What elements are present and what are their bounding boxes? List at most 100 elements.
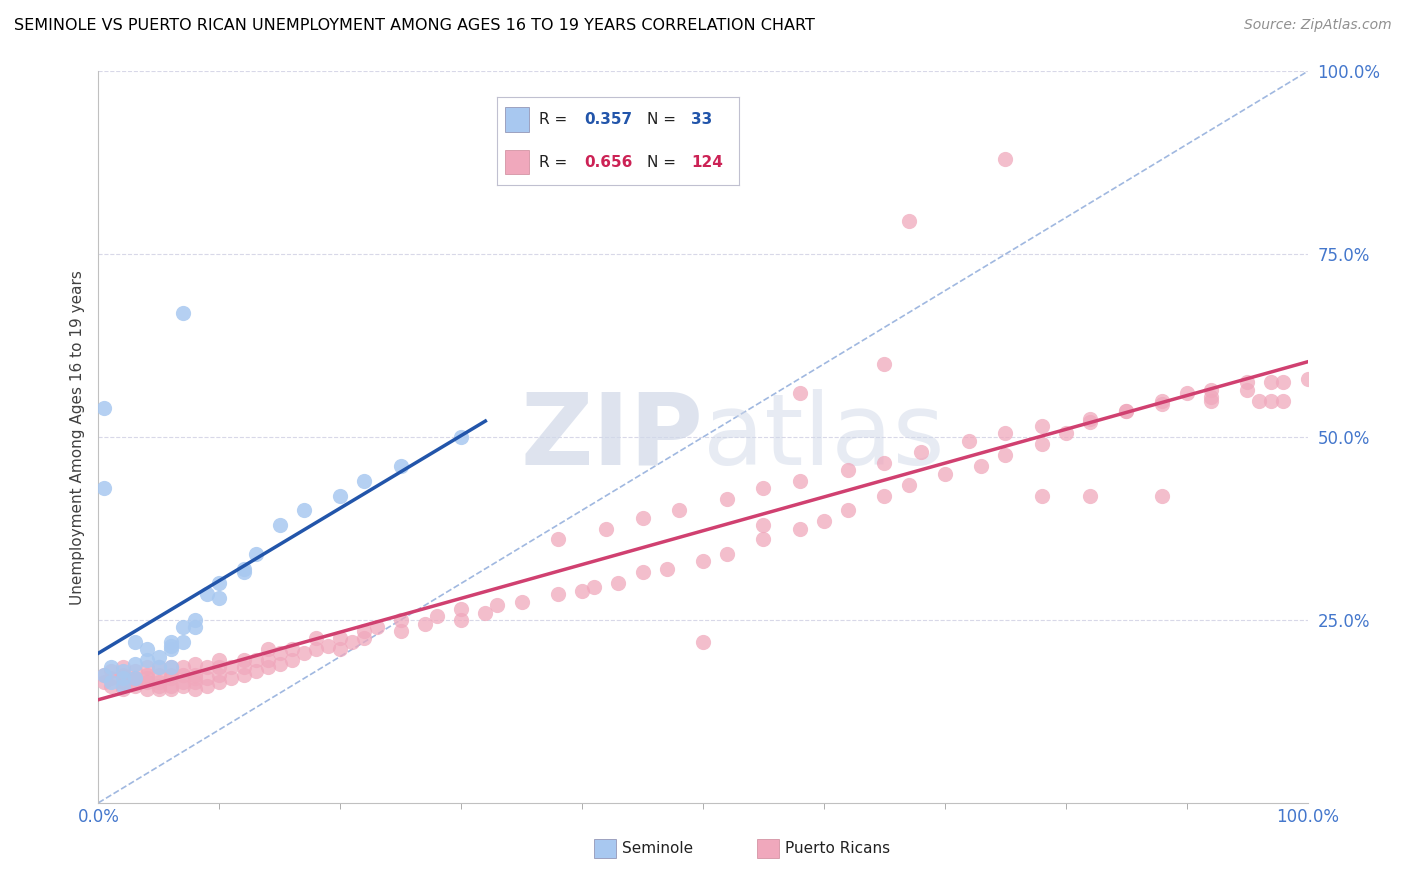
Point: [305, 642, 328, 657]
Point: [256, 660, 278, 674]
Bar: [758, 839, 779, 858]
Point: [100, 664, 122, 678]
Point: [111, 667, 134, 681]
Point: [1236, 376, 1258, 390]
Point: [111, 660, 134, 674]
Point: [655, 562, 678, 576]
Point: [389, 624, 412, 638]
Point: [631, 510, 654, 524]
Point: [789, 386, 811, 401]
Point: [172, 635, 194, 649]
Point: [547, 533, 569, 547]
Point: [111, 679, 134, 693]
Point: [172, 306, 194, 320]
Point: [692, 635, 714, 649]
Point: [353, 624, 375, 638]
Point: [305, 632, 328, 646]
Point: [208, 660, 231, 674]
Point: [1199, 383, 1222, 397]
Point: [148, 679, 170, 693]
Point: [135, 682, 157, 697]
Point: [897, 477, 920, 491]
Point: [1054, 426, 1077, 441]
Point: [994, 152, 1017, 166]
Point: [837, 503, 859, 517]
Point: [184, 682, 207, 697]
Point: [124, 657, 146, 671]
Point: [256, 642, 278, 657]
Point: [184, 657, 207, 671]
Point: [329, 489, 352, 503]
Point: [93, 481, 115, 495]
Point: [172, 667, 194, 681]
Text: Puerto Ricans: Puerto Ricans: [785, 840, 890, 855]
Point: [208, 576, 231, 591]
Point: [124, 664, 146, 678]
Point: [668, 503, 690, 517]
Point: [353, 474, 375, 488]
Point: [160, 679, 183, 693]
Point: [148, 660, 170, 674]
Point: [184, 672, 207, 686]
Point: [245, 664, 267, 678]
Point: [111, 664, 134, 678]
Point: [269, 517, 291, 532]
Bar: [595, 839, 616, 858]
Point: [450, 602, 472, 616]
Point: [232, 562, 254, 576]
Point: [124, 675, 146, 690]
Point: [752, 517, 775, 532]
Point: [93, 667, 115, 681]
Point: [897, 214, 920, 228]
Point: [547, 587, 569, 601]
Point: [232, 667, 254, 681]
Point: [256, 653, 278, 667]
Point: [93, 675, 115, 690]
Point: [873, 489, 896, 503]
Point: [160, 682, 183, 697]
Point: [934, 467, 956, 481]
Point: [607, 576, 630, 591]
Point: [221, 660, 243, 674]
Point: [1260, 376, 1282, 390]
Point: [1078, 416, 1101, 430]
Point: [160, 642, 183, 657]
Point: [195, 679, 218, 693]
Point: [172, 675, 194, 690]
Point: [208, 675, 231, 690]
Point: [1260, 393, 1282, 408]
Point: [1152, 397, 1174, 411]
Point: [232, 660, 254, 674]
Point: [208, 591, 231, 605]
Point: [366, 620, 388, 634]
Point: [1236, 383, 1258, 397]
Text: SEMINOLE VS PUERTO RICAN UNEMPLOYMENT AMONG AGES 16 TO 19 YEARS CORRELATION CHAR: SEMINOLE VS PUERTO RICAN UNEMPLOYMENT AM…: [14, 18, 815, 33]
Point: [413, 616, 436, 631]
Point: [1199, 390, 1222, 404]
Point: [486, 599, 509, 613]
Point: [1152, 489, 1174, 503]
Point: [172, 620, 194, 634]
Point: [957, 434, 980, 448]
Point: [1078, 412, 1101, 426]
Text: Seminole: Seminole: [621, 840, 693, 855]
Point: [342, 635, 364, 649]
Point: [292, 503, 315, 517]
Point: [208, 667, 231, 681]
Point: [970, 459, 993, 474]
Point: [135, 675, 157, 690]
Point: [160, 660, 183, 674]
Point: [160, 639, 183, 653]
Point: [245, 653, 267, 667]
Point: [221, 672, 243, 686]
Point: [316, 639, 339, 653]
Text: atlas: atlas: [703, 389, 945, 485]
Point: [1272, 376, 1295, 390]
Point: [124, 635, 146, 649]
Point: [135, 667, 157, 681]
Y-axis label: Unemployment Among Ages 16 to 19 years: Unemployment Among Ages 16 to 19 years: [69, 269, 84, 605]
Point: [160, 672, 183, 686]
Point: [111, 675, 134, 690]
Point: [172, 660, 194, 674]
Point: [100, 672, 122, 686]
